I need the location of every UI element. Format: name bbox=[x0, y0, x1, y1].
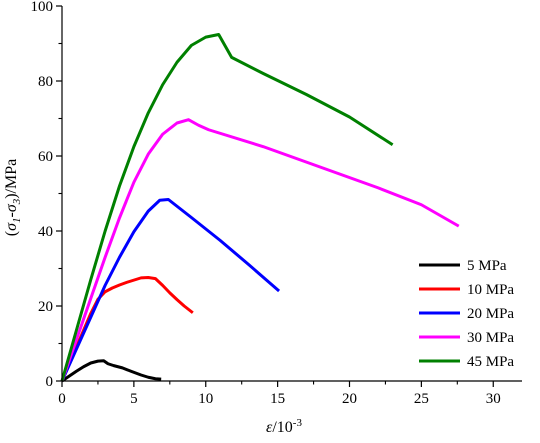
x-tick-label-5: 5 bbox=[130, 391, 138, 407]
x-tick-label-15: 15 bbox=[270, 391, 285, 407]
x-tick-label-10: 10 bbox=[198, 391, 213, 407]
y-axis-label-close: )/MPa bbox=[3, 159, 20, 199]
y-axis-label-sigma1: σ bbox=[3, 222, 20, 231]
y-axis-label: (σ1-σ3)/MPa bbox=[3, 159, 23, 236]
y-tick-label-0: 0 bbox=[46, 374, 54, 390]
legend-label-45-mpa: 45 MPa bbox=[467, 354, 514, 370]
y-tick-label-100: 100 bbox=[31, 0, 54, 15]
y-axis-label-sigma3: σ bbox=[3, 203, 20, 212]
y-axis-label-sub3: 3 bbox=[11, 198, 23, 205]
y-tick-label-80: 80 bbox=[38, 74, 53, 90]
legend-label-30-mpa: 30 MPa bbox=[467, 330, 514, 346]
y-axis-label-dash: - bbox=[3, 212, 20, 217]
y-tick-label-20: 20 bbox=[38, 299, 53, 315]
x-axis-label: ε/10-3 bbox=[266, 417, 302, 436]
x-tick-label-25: 25 bbox=[414, 391, 429, 407]
x-axis-label-symbol: ε bbox=[266, 419, 273, 436]
series-line-20-mpa bbox=[60, 198, 281, 382]
x-axis-label-unit: /10 bbox=[272, 419, 292, 436]
legend-label-5-mpa: 5 MPa bbox=[467, 258, 507, 274]
legend-label-20-mpa: 20 MPa bbox=[467, 306, 514, 322]
x-tick-label-0: 0 bbox=[58, 391, 66, 407]
y-axis-label-sub1: 1 bbox=[11, 218, 23, 224]
x-tick-label-20: 20 bbox=[342, 391, 357, 407]
x-axis-label-exponent: -3 bbox=[293, 417, 303, 429]
y-tick-label-60: 60 bbox=[38, 149, 53, 165]
x-tick-label-30: 30 bbox=[486, 391, 501, 407]
y-tick-label-40: 40 bbox=[38, 224, 53, 240]
y-axis-label-open: ( bbox=[3, 231, 20, 236]
legend: 5 MPa 10 MPa 20 MPa 30 MPa 45 MPa bbox=[419, 258, 514, 370]
series-line-45-mpa bbox=[60, 33, 394, 382]
series-layer bbox=[60, 33, 460, 383]
ticks-layer: 0 5 10 15 20 25 30 0 20 40 60 80 100 bbox=[31, 0, 501, 407]
series-line-30-mpa bbox=[60, 118, 460, 382]
series-line-5-mpa bbox=[61, 359, 162, 383]
axes-layer bbox=[61, 6, 522, 382]
legend-label-10-mpa: 10 MPa bbox=[467, 282, 514, 298]
